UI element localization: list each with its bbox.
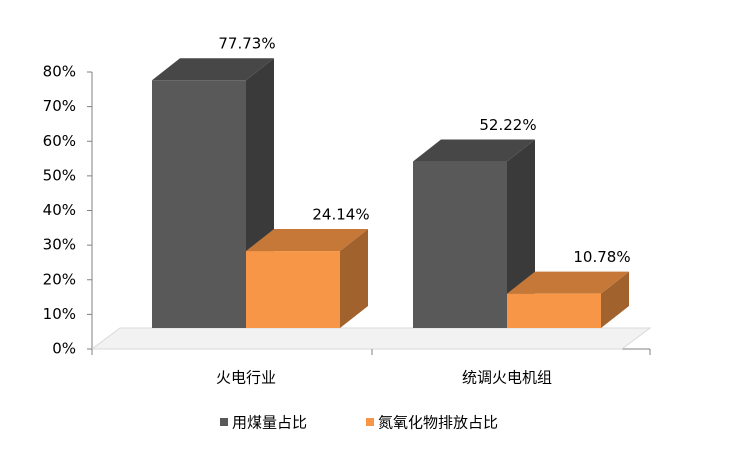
bar-front: [413, 161, 507, 328]
legend-label: 用煤量占比: [232, 414, 307, 432]
legend-label: 氮氧化物排放占比: [378, 414, 498, 432]
y-tick-label: 40%: [43, 201, 76, 219]
y-tick-label: 70%: [43, 97, 76, 115]
bar: [246, 229, 368, 328]
y-tick-label: 50%: [43, 166, 76, 184]
bar: [413, 139, 535, 328]
bar-side: [340, 229, 368, 328]
bar-front: [507, 293, 601, 328]
y-tick-label: 80%: [43, 63, 76, 81]
bar-top: [152, 58, 274, 81]
value-label: 24.14%: [312, 206, 369, 224]
bar-front: [152, 80, 246, 328]
value-label: 77.73%: [218, 35, 275, 53]
legend-swatch: [366, 418, 374, 426]
bar: [507, 271, 629, 328]
bar-top: [246, 229, 368, 252]
legend-swatch: [220, 418, 228, 426]
value-label: 10.78%: [573, 248, 630, 266]
y-tick-label: 60%: [43, 132, 76, 150]
floor: [90, 327, 652, 350]
bar-side: [601, 271, 629, 328]
x-tick-label: 统调火电机组: [462, 369, 552, 387]
value-label: 52.22%: [479, 116, 536, 134]
bar-top: [413, 139, 535, 162]
y-tick-label: 20%: [43, 270, 76, 288]
bar-front: [246, 251, 340, 328]
y-tick-label: 0%: [52, 340, 76, 358]
x-tick-label: 火电行业: [216, 369, 276, 387]
bar-top: [507, 271, 629, 294]
y-tick-label: 10%: [43, 305, 76, 323]
y-tick-label: 30%: [43, 236, 76, 254]
